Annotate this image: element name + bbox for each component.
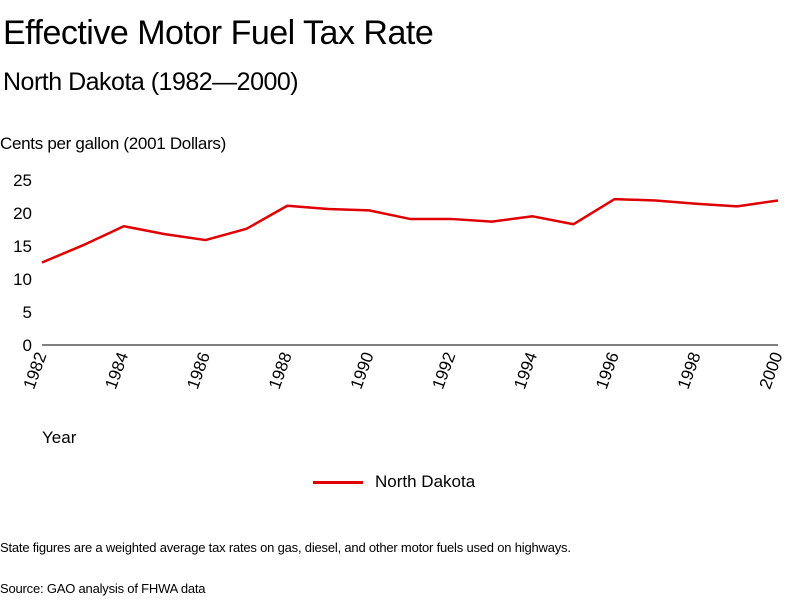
x-tick-label: 1996 (592, 350, 623, 392)
x-tick-label: 2000 (756, 350, 787, 392)
y-tick-label: 5 (23, 303, 32, 322)
y-axis-label: Cents per gallon (2001 Dollars) (0, 134, 226, 153)
legend: North Dakota (313, 472, 475, 492)
y-tick-label: 15 (13, 237, 32, 256)
x-axis-label: Year (42, 428, 77, 447)
x-tick-label: 1982 (20, 350, 51, 392)
chart-subtitle: North Dakota (1982—2000) (3, 68, 299, 96)
y-tick-label: 0 (23, 336, 32, 355)
x-tick-label: 1990 (347, 350, 378, 392)
series-line-north-dakota (41, 197, 779, 264)
x-tick-label: 1986 (183, 350, 214, 392)
source-note: Source: GAO analysis of FHWA data (0, 581, 206, 596)
y-tick-label: 25 (13, 171, 32, 190)
legend-label: North Dakota (375, 472, 476, 491)
y-tick-label: 10 (13, 270, 32, 289)
x-tick-label: 1994 (510, 350, 541, 392)
legend-swatch (313, 480, 363, 484)
footnote: State figures are a weighted average tax… (0, 540, 571, 555)
x-tick-label: 1998 (674, 350, 705, 392)
x-tick-label: 1984 (101, 350, 132, 392)
x-tick-label: 1992 (429, 350, 460, 392)
x-tick-label: 1988 (265, 350, 296, 392)
y-tick-label: 20 (13, 204, 32, 223)
chart-title: Effective Motor Fuel Tax Rate (3, 14, 434, 52)
